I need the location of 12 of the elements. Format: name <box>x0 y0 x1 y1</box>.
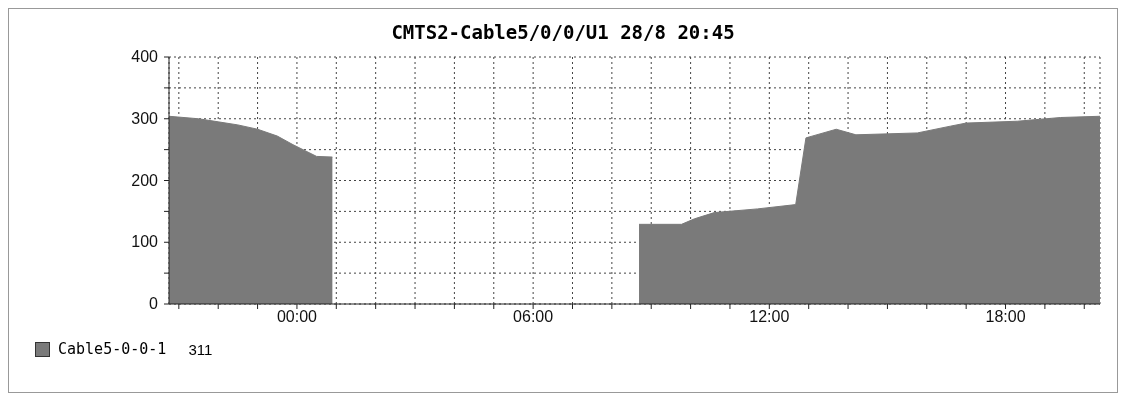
legend-label: Cable5-0-0-1 <box>58 340 167 358</box>
x-tick-label: 00:00 <box>276 308 318 326</box>
y-tick-label: 100 <box>131 233 159 251</box>
x-tick-label: 18:00 <box>985 308 1026 326</box>
x-tick-label: 06:00 <box>513 308 554 326</box>
y-tick-label: 300 <box>131 109 159 127</box>
y-tick-label: 400 <box>131 48 159 65</box>
chart-title: CMTS2-Cable5/0/0/U1 28/8 20:45 <box>390 21 736 43</box>
x-tick-label: 12:00 <box>749 308 790 326</box>
text: 311 <box>188 340 213 358</box>
y-tick-label: 200 <box>131 171 159 189</box>
y-tick-label: 0 <box>149 295 159 312</box>
